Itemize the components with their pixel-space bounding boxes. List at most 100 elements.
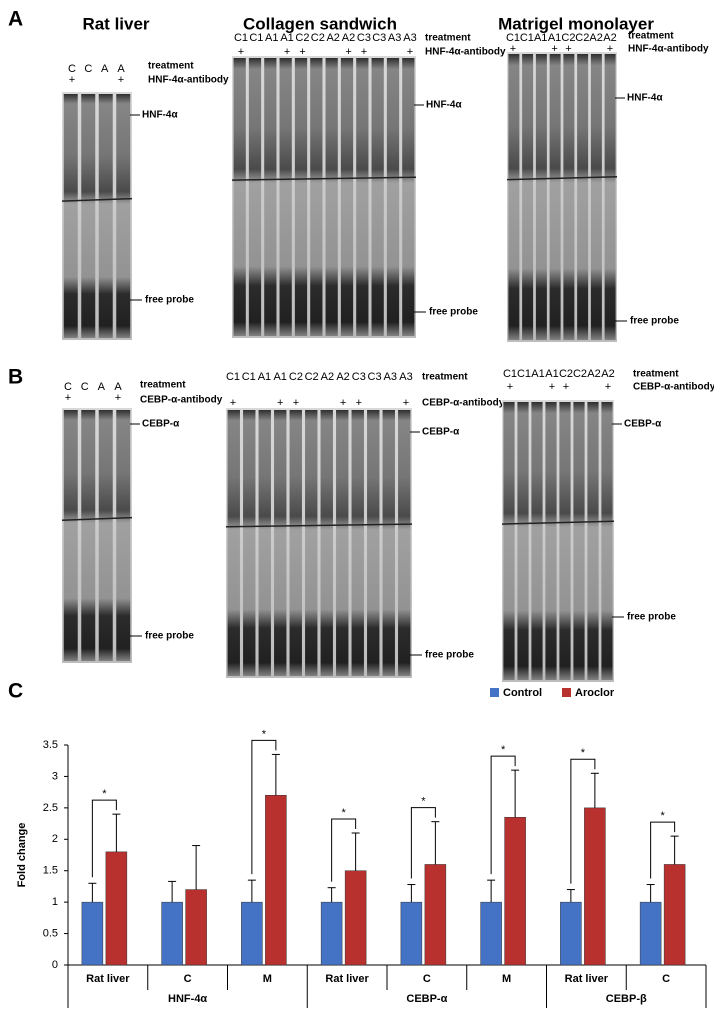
gel-lane [248, 58, 262, 336]
antibody-mark: + [361, 46, 367, 58]
gel-lane [243, 410, 256, 676]
probe-label: free probe [145, 295, 194, 306]
lane-label: C2 [559, 368, 573, 380]
gel-lane [371, 58, 384, 336]
bar [560, 901, 582, 966]
lane-label: A [114, 381, 122, 393]
lane-label: C [64, 381, 72, 393]
gel-lane [535, 54, 547, 340]
lane-label: A [101, 63, 109, 75]
lane-label: C3 [352, 371, 366, 383]
antibody-mark: + [549, 381, 555, 393]
antibody-mark: + [407, 46, 413, 58]
lane-label: C1 [234, 32, 248, 44]
lane-label: C1 [517, 368, 531, 380]
antibody-mark: + [65, 392, 71, 404]
gel-front [61, 197, 133, 202]
lane-label: A1 [534, 32, 547, 44]
x-tick-label: M [502, 973, 511, 985]
lane-label: A [117, 63, 125, 75]
antibody-mark: + [293, 397, 299, 409]
antibody-mark: + [118, 74, 124, 86]
gel-lane [531, 402, 543, 680]
significance-bracket [410, 807, 436, 879]
significance-bracket [91, 799, 117, 878]
gel-lane [382, 410, 395, 676]
bar [400, 901, 423, 966]
lane-label: A1 [545, 368, 558, 380]
gel-lane [367, 410, 380, 676]
bar [424, 864, 447, 966]
bar [584, 807, 606, 966]
significance-bracket [251, 739, 277, 875]
gel-lane [289, 410, 302, 676]
y-tick-label: 3.5 [43, 739, 58, 751]
y-tick-label: 2.5 [43, 802, 58, 814]
treatment-label: treatment [140, 380, 186, 391]
probe-label: free probe [627, 612, 676, 623]
antibody-mark: + [299, 46, 305, 58]
antibody-mark: + [565, 43, 571, 55]
bar [320, 901, 343, 966]
gel-title: Matrigel monolayer [498, 14, 654, 33]
bar [105, 851, 128, 966]
x-tick-label: C [662, 973, 670, 985]
antibody-mark: + [356, 397, 362, 409]
antibody-mark: + [607, 43, 613, 55]
gel-lane [604, 54, 616, 340]
lane-label: A1 [531, 368, 544, 380]
antibody-mark: + [277, 397, 283, 409]
gel-lane [549, 54, 561, 340]
bar [663, 864, 686, 966]
lane-label: C2 [289, 371, 303, 383]
gel-lane [503, 402, 515, 680]
gel-lane [98, 94, 113, 338]
antibody-mark: + [563, 381, 569, 393]
gel-lane [325, 58, 338, 336]
group-label: HNF-4α [168, 993, 207, 1005]
lane-label: C [68, 63, 76, 75]
gel-front [225, 523, 413, 528]
antibody-mark: + [403, 397, 409, 409]
band-label: CEBP-α [142, 419, 180, 430]
gel-lane [274, 410, 287, 676]
y-tick-label: 1.5 [43, 865, 58, 877]
probe-label: free probe [145, 631, 194, 642]
lane-label: A1 [273, 371, 286, 383]
lane-label: C1 [249, 32, 263, 44]
significance-bracket [650, 821, 676, 879]
gel-lane [258, 410, 271, 676]
bar [241, 901, 263, 966]
bar [504, 817, 526, 966]
gel-lane [590, 54, 602, 340]
legend-label: Aroclor [575, 687, 615, 699]
lane-label: A2 [342, 32, 355, 44]
gel-lane [563, 54, 575, 340]
lane-label: C1 [226, 371, 240, 383]
significance-mark: * [581, 747, 586, 759]
gel-lane [63, 94, 78, 338]
gel-lane [305, 410, 318, 676]
gel-lane [320, 410, 333, 676]
gel-lane [63, 410, 78, 661]
significance-mark: * [660, 810, 665, 822]
lane-label: A1 [258, 371, 271, 383]
band-label: HNF-4α [426, 100, 462, 111]
y-tick-label: 1 [52, 896, 58, 908]
gel-lane [351, 410, 364, 676]
group-label: CEBP-β [606, 993, 647, 1005]
gel-lane [336, 410, 349, 676]
gel-lane [116, 94, 131, 338]
gel-lane [517, 402, 529, 680]
antibody-mark: + [345, 46, 351, 58]
bar [81, 901, 104, 966]
legend-swatch [490, 688, 499, 697]
bar [265, 795, 287, 966]
y-tick-label: 0 [52, 959, 58, 971]
legend-label: Control [503, 687, 542, 699]
panel-label: B [8, 366, 23, 389]
antibody-mark: + [510, 43, 516, 55]
group-label: CEBP-α [406, 993, 447, 1005]
y-axis-title: Fold change [16, 823, 28, 888]
